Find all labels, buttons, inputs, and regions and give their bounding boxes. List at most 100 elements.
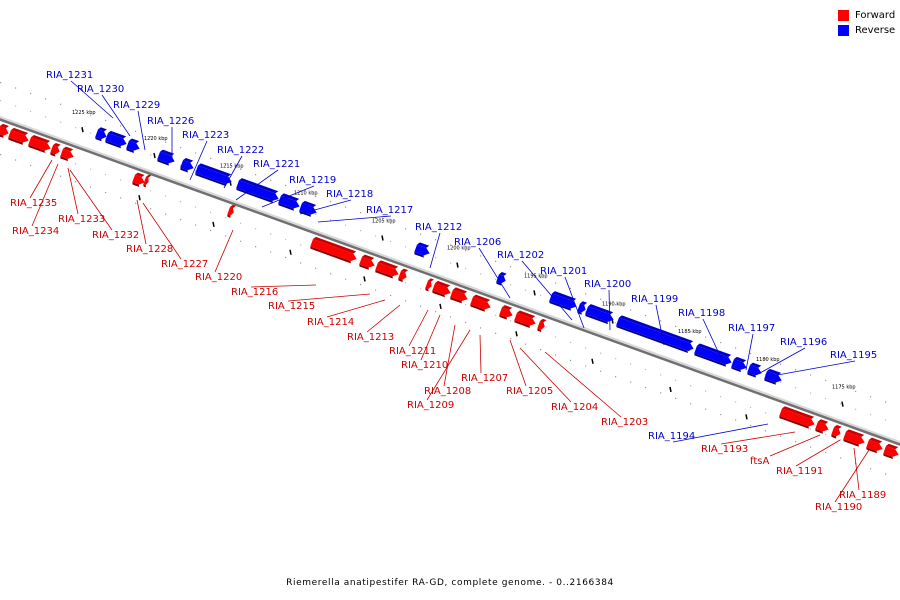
strand-dot xyxy=(630,309,632,311)
gene-top-face xyxy=(108,130,127,139)
gene-body xyxy=(0,126,9,136)
tick-label: 1180 kbp xyxy=(756,357,780,363)
strand-dot xyxy=(840,457,842,459)
leader-line xyxy=(478,247,511,299)
leader-line xyxy=(519,347,572,403)
strand-dot xyxy=(495,260,497,262)
strand-dot xyxy=(525,343,527,345)
strand-dot xyxy=(105,119,107,122)
gene-top-face xyxy=(886,443,899,450)
strand-dot xyxy=(285,256,287,259)
gene-bottom-face xyxy=(831,434,837,439)
strand-dot xyxy=(675,325,677,327)
gene-label-forward: RIA_1228 xyxy=(126,244,173,255)
reverse-gene-arrow xyxy=(157,149,175,166)
forward-gene-arrow xyxy=(537,318,547,333)
strand-dot xyxy=(795,387,797,389)
strand-dot xyxy=(855,408,857,410)
strand-dot xyxy=(105,191,107,194)
leader-line xyxy=(420,314,441,361)
leader-line xyxy=(29,159,53,199)
gene-label-reverse: RIA_1195 xyxy=(830,350,877,361)
strand-dot xyxy=(855,390,857,392)
strand-dot xyxy=(450,316,452,318)
gene-label-forward: RIA_1191 xyxy=(776,466,823,477)
gene-bottom-face xyxy=(398,278,403,283)
reverse-gene-arrow xyxy=(764,368,782,385)
strand-dot xyxy=(75,181,77,183)
strand-dot xyxy=(270,179,272,181)
strand-dot xyxy=(240,240,242,242)
reverse-gene-arrow xyxy=(126,138,140,153)
strand-dot xyxy=(540,276,542,279)
strand-dot xyxy=(555,336,557,338)
tick-label: 1225 kbp xyxy=(72,110,96,116)
leader-line xyxy=(101,94,131,137)
strand-dot xyxy=(120,125,122,127)
gene-label-reverse: RIA_1223 xyxy=(182,130,229,141)
strand-dot xyxy=(195,206,197,208)
strand-dot xyxy=(825,451,827,454)
gene-bottom-face xyxy=(866,447,877,454)
strand-dot xyxy=(675,397,677,399)
tick-mark xyxy=(515,331,518,337)
gene-top-face xyxy=(473,294,491,302)
strand-dot xyxy=(195,170,197,172)
reverse-gene-arrow xyxy=(278,193,300,211)
strand-dot xyxy=(810,374,812,376)
strand-dot xyxy=(360,211,362,214)
strand-dot xyxy=(510,266,512,268)
strand-dot xyxy=(645,314,647,317)
strand-dot xyxy=(600,370,602,372)
strand-dot xyxy=(495,278,497,280)
strand-dot xyxy=(750,424,752,427)
leader-line xyxy=(769,434,821,457)
strand-dot xyxy=(690,385,692,387)
leader-line xyxy=(720,431,796,445)
strand-dot xyxy=(465,249,467,252)
gene-label-reverse: RIA_1206 xyxy=(454,237,501,248)
reverse-gene-arrow xyxy=(95,127,107,142)
strand-dot xyxy=(765,430,767,432)
gene-label-forward: RIA_1209 xyxy=(407,400,454,411)
forward-gene-arrow xyxy=(8,127,29,145)
strand-dot xyxy=(765,358,767,360)
gene-body xyxy=(843,431,865,445)
gene-top-face xyxy=(135,172,145,178)
leader-line xyxy=(564,276,585,329)
gene-body xyxy=(496,274,506,284)
strand-dot xyxy=(270,233,272,235)
leader-line xyxy=(443,324,456,387)
forward-gene-arrow xyxy=(866,437,883,454)
forward-gene-arrow xyxy=(425,278,434,292)
strand-dot xyxy=(510,284,512,286)
gene-body xyxy=(866,439,883,452)
leader-line xyxy=(235,169,279,201)
gene-top-face xyxy=(818,419,829,425)
strand-dot xyxy=(825,433,827,436)
leader-line xyxy=(702,318,723,361)
gene-label-forward: RIA_1203 xyxy=(601,417,648,428)
gene-label-forward: RIA_1215 xyxy=(268,301,315,312)
strand-dot xyxy=(525,289,527,291)
strand-dot xyxy=(315,195,317,197)
strand-dot xyxy=(120,179,122,181)
gene-label-reverse: RIA_1218 xyxy=(326,189,373,200)
strand-dot xyxy=(750,352,752,355)
tick-mark xyxy=(669,386,672,393)
strand-dot xyxy=(765,412,767,414)
strand-dot xyxy=(810,428,812,430)
gene-body xyxy=(514,312,536,326)
gene-body xyxy=(577,303,586,313)
gene-top-face xyxy=(540,318,547,323)
gene-label-forward: RIA_1208 xyxy=(424,386,471,397)
forward-gene-arrow xyxy=(28,135,51,153)
forward-gene-arrow xyxy=(843,429,865,447)
strand-dot xyxy=(615,322,617,324)
gene-bottom-face xyxy=(616,325,688,354)
reverse-gene-arrow xyxy=(747,362,762,378)
gene-top-face xyxy=(198,163,232,177)
gene-label-forward: RIA_1220 xyxy=(195,272,242,283)
strand-dot xyxy=(645,368,647,371)
strand-dot xyxy=(60,175,62,177)
